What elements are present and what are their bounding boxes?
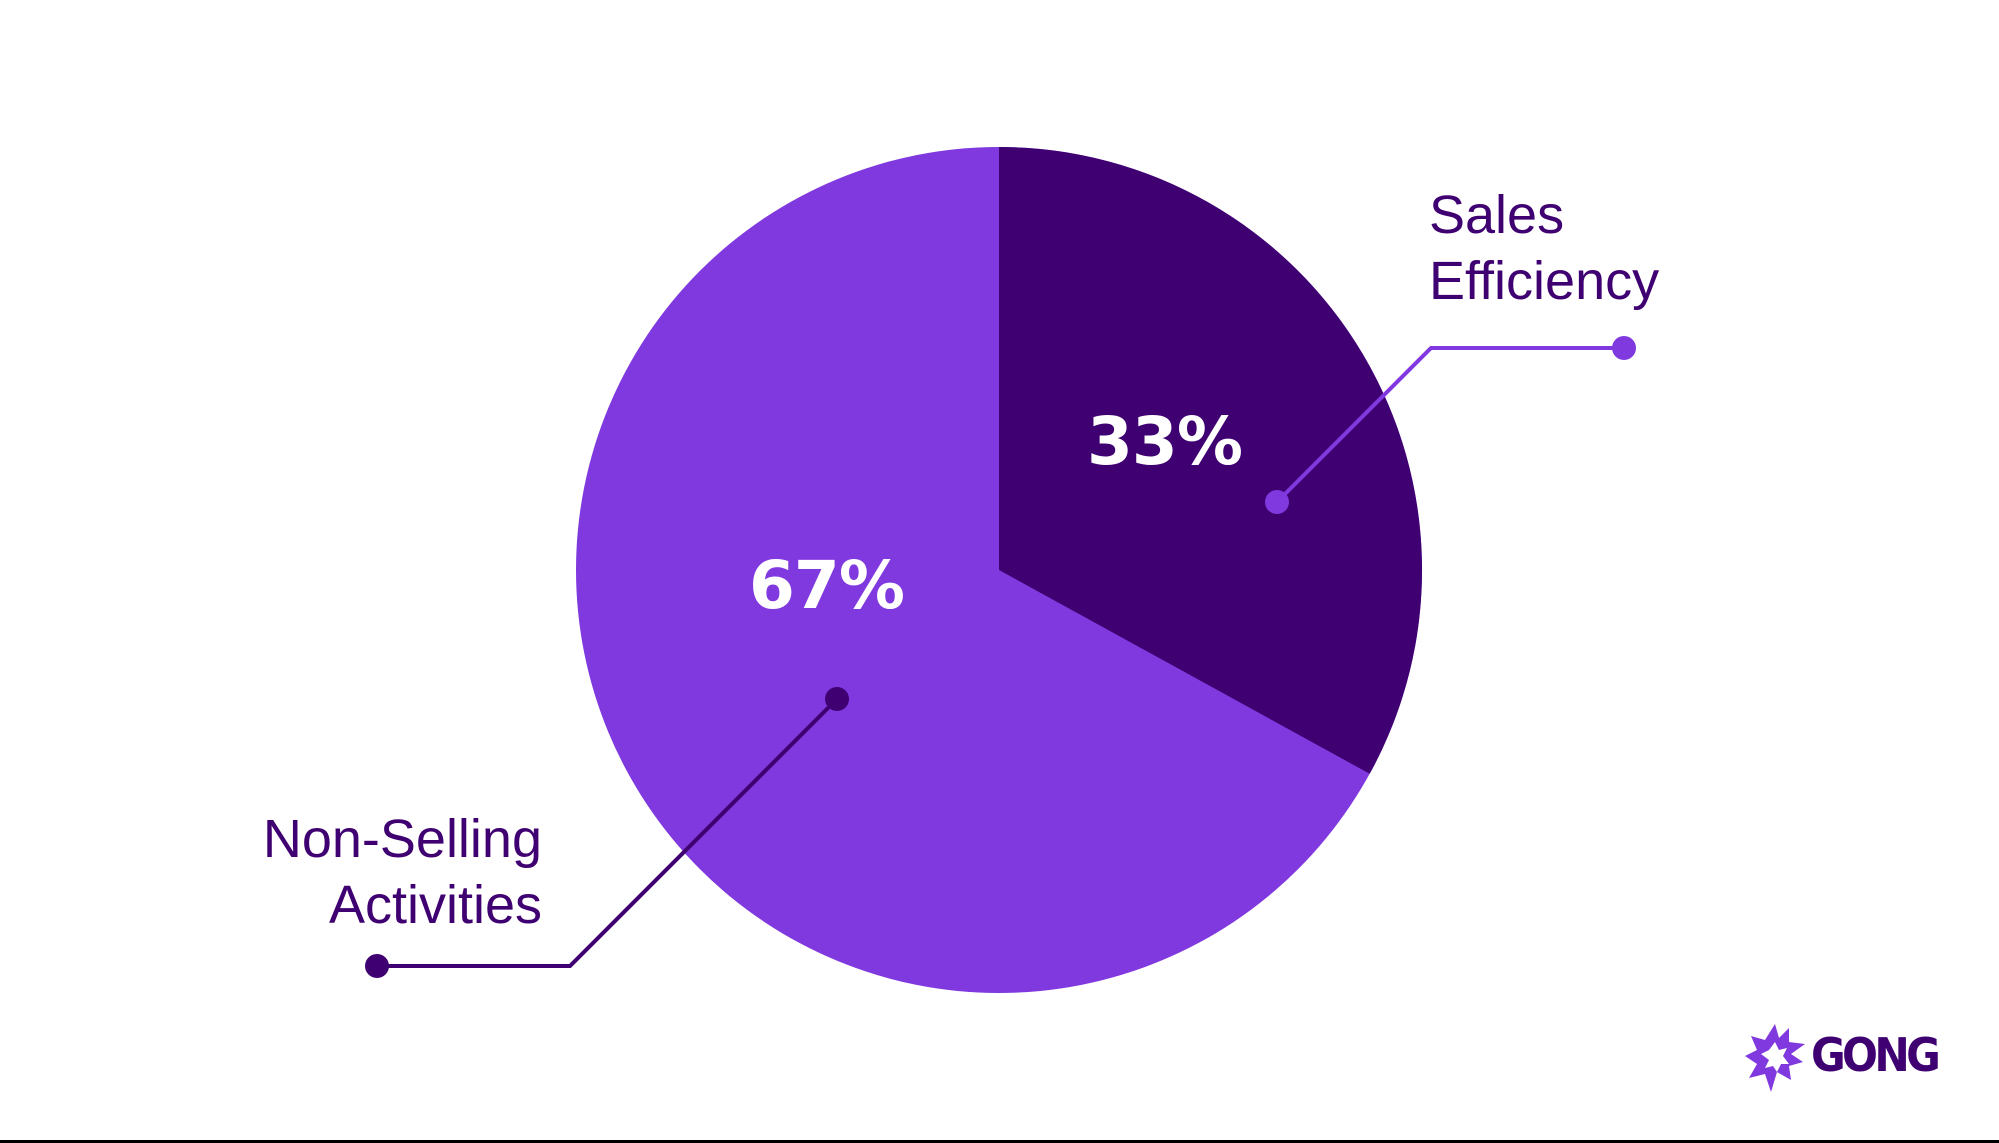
label-line-1: Sales	[1429, 185, 1565, 245]
leader-dot-inner	[1265, 490, 1289, 514]
bottom-border	[0, 1140, 1999, 1143]
label-line-1: Non-Selling	[262, 809, 542, 869]
logo-text: GONG	[1811, 1028, 1941, 1082]
label-line-2: Efficiency	[1429, 251, 1660, 311]
starburst-icon	[1745, 1024, 1805, 1092]
leader-dot-outer	[365, 954, 389, 978]
category-label-sales-efficiency: Sales Efficiency	[1429, 182, 1659, 314]
value-label-non-selling-activities: 67%	[749, 547, 905, 624]
leader-dot-inner	[825, 687, 849, 711]
value-label-sales-efficiency: 33%	[1087, 403, 1243, 480]
leader-line-sales-efficiency	[1265, 336, 1636, 514]
pie-slice-sales-efficiency	[999, 147, 1423, 774]
leader-line-non-selling-activities	[365, 687, 849, 978]
label-line-2: Activities	[328, 875, 542, 935]
category-label-non-selling-activities: Non-Selling Activities	[200, 806, 542, 938]
gong-logo: GONG	[1745, 1022, 1945, 1094]
leader-dot-outer	[1612, 336, 1636, 360]
